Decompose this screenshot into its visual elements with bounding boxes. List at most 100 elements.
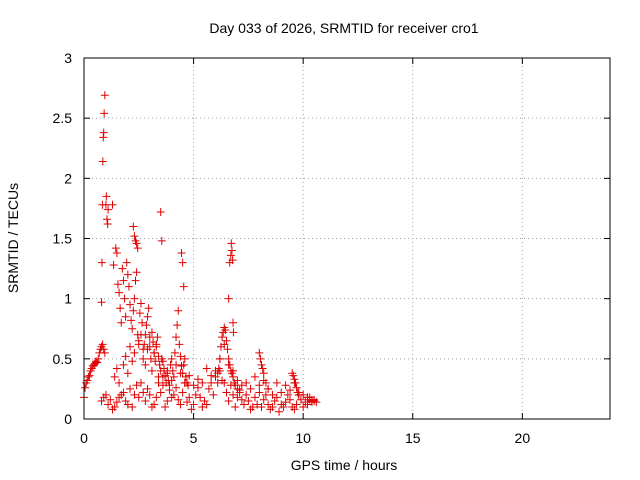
data-point	[261, 378, 270, 387]
data-point	[164, 376, 173, 385]
data-point	[139, 354, 148, 363]
x-tick-label: 20	[515, 430, 531, 446]
data-point	[257, 402, 266, 411]
data-point	[169, 390, 178, 399]
data-point	[244, 396, 253, 405]
data-point	[135, 309, 144, 318]
data-point	[140, 340, 149, 349]
data-point	[126, 342, 135, 351]
data-point	[202, 400, 211, 409]
data-point	[98, 157, 107, 166]
data-point	[172, 383, 181, 392]
data-point	[242, 390, 251, 399]
data-point	[303, 400, 312, 409]
data-point	[111, 244, 120, 253]
y-tick-label: 1	[64, 291, 72, 307]
data-point	[123, 270, 132, 279]
data-point	[170, 348, 179, 357]
y-tick-label: 1.5	[53, 231, 73, 247]
data-point	[175, 340, 184, 349]
data-point	[151, 357, 160, 366]
data-point	[112, 398, 121, 407]
data-point	[281, 398, 290, 407]
data-point	[123, 400, 132, 409]
data-point	[112, 248, 121, 257]
data-point	[129, 306, 138, 315]
data-point	[134, 336, 143, 345]
data-point	[299, 402, 308, 411]
data-point	[223, 345, 232, 354]
plot-frame	[83, 57, 611, 420]
data-point	[103, 220, 112, 229]
data-point	[272, 393, 281, 402]
data-point	[123, 369, 132, 378]
y-tick-label: 0.5	[53, 351, 73, 367]
data-point	[152, 342, 161, 351]
data-point	[277, 388, 286, 397]
data-point	[214, 364, 223, 373]
data-point	[145, 333, 154, 342]
data-point	[110, 402, 119, 411]
data-point	[193, 383, 202, 392]
data-point	[176, 400, 185, 409]
data-point	[139, 388, 148, 397]
data-point	[193, 375, 202, 384]
data-point	[149, 337, 158, 346]
data-point	[272, 378, 281, 387]
data-point	[242, 378, 251, 387]
data-point	[130, 232, 139, 241]
data-point	[141, 396, 150, 405]
data-point	[227, 369, 236, 378]
data-point	[115, 378, 124, 387]
y-tick-label: 3	[64, 50, 72, 66]
data-point	[97, 298, 106, 307]
data-point	[130, 390, 139, 399]
grid	[84, 58, 610, 419]
data-point	[270, 396, 279, 405]
data-point	[191, 390, 200, 399]
data-point	[255, 348, 264, 357]
data-point	[296, 395, 305, 404]
data-point	[130, 348, 139, 357]
data-point	[310, 396, 319, 405]
data-point	[99, 345, 108, 354]
y-tick-label: 2.5	[53, 110, 73, 126]
data-point	[128, 324, 137, 333]
data-point	[198, 378, 207, 387]
data-point	[161, 402, 170, 411]
data-point	[152, 393, 161, 402]
data-point	[268, 390, 277, 399]
data-point	[183, 398, 192, 407]
data-point	[174, 306, 183, 315]
data-point	[98, 340, 107, 349]
data-point	[147, 328, 156, 337]
data-point	[102, 192, 111, 201]
x-axis-label: GPS time / hours	[291, 457, 398, 473]
data-point	[255, 381, 264, 390]
data-point	[134, 393, 143, 402]
data-point	[132, 381, 141, 390]
data-point	[229, 372, 238, 381]
data-point	[155, 360, 164, 369]
data-point	[156, 388, 165, 397]
data-point	[246, 384, 255, 393]
data-point	[177, 248, 186, 257]
data-point	[139, 345, 148, 354]
data-point	[83, 376, 92, 385]
data-point	[177, 362, 186, 371]
data-point	[198, 402, 207, 411]
data-point	[136, 378, 145, 387]
data-point	[144, 304, 153, 313]
data-point	[121, 312, 130, 321]
data-point	[200, 396, 209, 405]
data-point	[218, 333, 227, 342]
data-point	[115, 288, 124, 297]
data-point	[97, 258, 106, 267]
data-point	[292, 400, 301, 409]
data-point	[264, 384, 273, 393]
data-point	[176, 352, 185, 361]
data-point	[202, 364, 211, 373]
data-point	[233, 393, 242, 402]
x-tick-label: 0	[80, 430, 88, 446]
